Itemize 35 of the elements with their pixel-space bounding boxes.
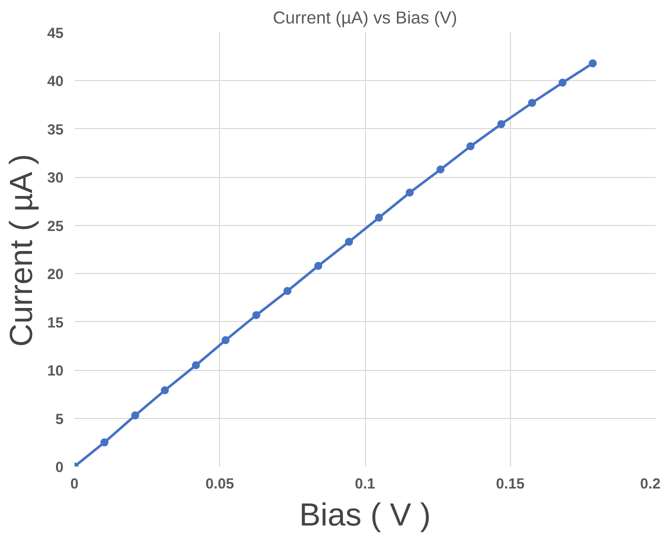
x-axis-title: Bias ( V ) — [299, 496, 431, 532]
point — [131, 411, 140, 420]
y-tick-label: 5 — [55, 412, 64, 428]
point — [528, 98, 536, 107]
point — [497, 120, 506, 128]
y-tick-label: 20 — [47, 267, 64, 284]
x-tick-label: 0 — [70, 476, 79, 492]
x-tick-label: 0.05 — [205, 476, 234, 492]
y-tick-label: 45 — [47, 26, 64, 42]
y-tick-label: 15 — [47, 315, 64, 332]
point — [252, 311, 260, 320]
y-tick-label: 0 — [55, 460, 64, 476]
point — [466, 142, 474, 150]
point — [558, 78, 567, 87]
point — [314, 262, 322, 270]
point — [160, 386, 169, 394]
point — [588, 59, 597, 68]
point — [100, 438, 108, 446]
point — [283, 286, 292, 295]
y-axis-title: Current ( µA ) — [3, 154, 40, 347]
x-tick-label: 0.2 — [640, 476, 660, 492]
point — [222, 336, 230, 344]
point — [345, 238, 354, 246]
y-tick-label: 40 — [47, 74, 64, 90]
y-tick-label: 35 — [47, 122, 64, 138]
point — [406, 188, 414, 197]
y-tick-label: 25 — [47, 218, 64, 235]
point — [436, 165, 445, 174]
chart-title: Current (µA) vs Bias (V) — [272, 8, 458, 28]
point — [192, 361, 200, 370]
y-tick-label: 30 — [47, 170, 64, 187]
point — [374, 214, 383, 222]
x-tick-label: 0.15 — [496, 476, 525, 492]
x-tick-label: 0.1 — [354, 476, 376, 492]
y-tick-label: 10 — [47, 364, 64, 380]
